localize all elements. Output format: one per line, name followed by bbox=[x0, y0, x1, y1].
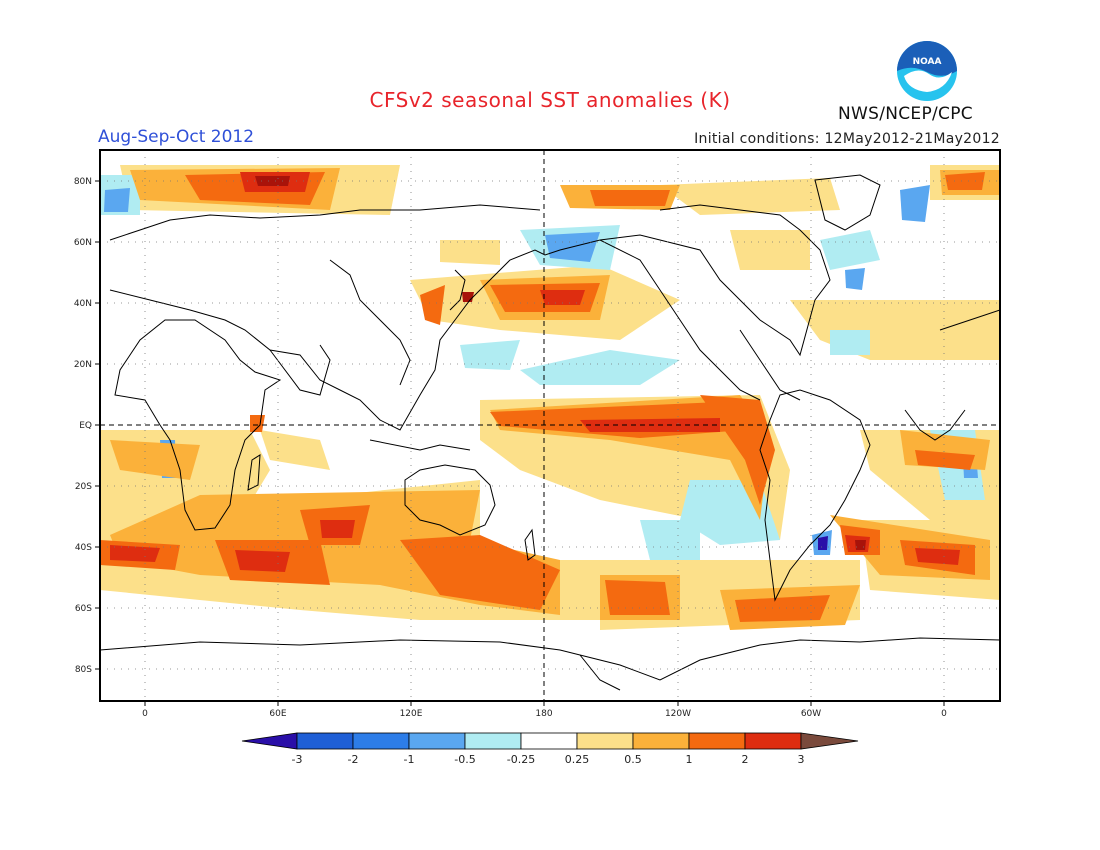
lon-label: 0 bbox=[142, 709, 148, 719]
colorbar-segment bbox=[632, 732, 690, 750]
colorbar bbox=[241, 732, 859, 750]
reference-lines bbox=[100, 150, 1000, 701]
colorbar-label: 0.25 bbox=[565, 753, 590, 766]
colorbar-segment bbox=[296, 732, 354, 750]
anomaly-deep-blue-area bbox=[818, 536, 828, 550]
colorbar-segment bbox=[744, 732, 802, 750]
lon-label: 60E bbox=[269, 709, 286, 719]
noaa-logo: NOAA bbox=[897, 41, 957, 101]
colorbar-label: 2 bbox=[742, 753, 749, 766]
organization-label: NWS/NCEP/CPC bbox=[838, 104, 973, 124]
colorbar-label: 3 bbox=[798, 753, 805, 766]
colorbar-label: -3 bbox=[292, 753, 303, 766]
lat-label: 40N bbox=[74, 299, 92, 309]
longitude-labels: 0 60E 120E 180 120W 60W 0 bbox=[142, 709, 947, 719]
lat-label: 60S bbox=[75, 604, 92, 614]
colorbar-segment bbox=[408, 732, 466, 750]
colorbar-segment-below-min bbox=[241, 732, 298, 750]
lat-label: 20N bbox=[74, 360, 92, 370]
lat-label: EQ bbox=[79, 421, 92, 431]
lat-label: 80S bbox=[75, 665, 92, 675]
colorbar-label: 1 bbox=[686, 753, 693, 766]
lat-label: 40S bbox=[75, 543, 92, 553]
noaa-logo-text: NOAA bbox=[913, 57, 942, 67]
colorbar-segment-above-max bbox=[800, 732, 859, 750]
colorbar-label: -0.25 bbox=[507, 753, 535, 766]
season-label: Aug-Sep-Oct 2012 bbox=[98, 127, 255, 147]
lon-label: 120E bbox=[400, 709, 423, 719]
graticule bbox=[100, 150, 1000, 701]
initial-conditions-label: Initial conditions: 12May2012-21May2012 bbox=[694, 131, 1000, 147]
colorbar-labels: -3 -2 -1 -0.5 -0.25 0.25 0.5 1 2 3 bbox=[292, 753, 805, 766]
colorbar-label: -1 bbox=[404, 753, 415, 766]
lat-label: 60N bbox=[74, 238, 92, 248]
colorbar-label: -2 bbox=[348, 753, 359, 766]
lat-label: 80N bbox=[74, 177, 92, 187]
colorbar-segment bbox=[520, 732, 578, 750]
lat-label: 20S bbox=[75, 482, 92, 492]
lon-label: 180 bbox=[535, 709, 552, 719]
colorbar-segment bbox=[576, 732, 634, 750]
lon-label: 120W bbox=[665, 709, 691, 719]
colorbar-segment bbox=[464, 732, 522, 750]
coastlines bbox=[100, 174, 1000, 691]
axis-ticks bbox=[95, 180, 945, 706]
colorbar-label: -0.5 bbox=[454, 753, 475, 766]
anomaly-fields bbox=[100, 165, 1000, 630]
chart-title: CFSv2 seasonal SST anomalies (K) bbox=[369, 88, 731, 112]
latitude-labels: 80N 60N 40N 20N EQ 20S 40S 60S 80S bbox=[74, 177, 92, 675]
colorbar-segment bbox=[688, 732, 746, 750]
colorbar-label: 0.5 bbox=[624, 753, 642, 766]
lon-label: 60W bbox=[801, 709, 821, 719]
lon-label: 0 bbox=[941, 709, 947, 719]
colorbar-segment bbox=[352, 732, 410, 750]
